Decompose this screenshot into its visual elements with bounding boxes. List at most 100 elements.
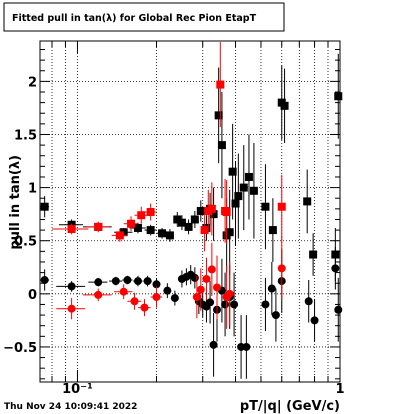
square-marker <box>217 141 226 150</box>
data-point-circle <box>40 269 50 291</box>
data-point-circle <box>196 268 205 311</box>
data-point-square <box>144 224 157 236</box>
circle-marker <box>304 297 313 306</box>
square-marker <box>249 186 258 195</box>
circle-marker <box>170 294 179 303</box>
x-tick-labels: 10⁻¹ 1 <box>62 382 344 397</box>
square-marker <box>196 206 205 215</box>
grid <box>40 41 341 382</box>
x-tick-label: 1 <box>335 382 344 397</box>
data-point-circle <box>225 261 234 326</box>
square-marker <box>40 202 49 211</box>
square-marker <box>67 225 76 234</box>
circle-marker <box>163 286 172 295</box>
circle-marker <box>40 276 49 285</box>
square-marker <box>261 202 270 211</box>
data-point-circle <box>334 277 343 342</box>
circle-marker <box>67 304 76 313</box>
data-point-circle <box>122 275 133 285</box>
data-point-circle <box>209 312 218 377</box>
data-point-square <box>52 223 89 235</box>
square-marker <box>216 80 225 89</box>
square-marker <box>277 202 286 211</box>
square-marker <box>334 92 343 101</box>
circle-marker <box>221 300 230 309</box>
circle-marker <box>206 298 215 307</box>
circle-marker <box>225 289 234 298</box>
circle-marker <box>119 287 128 296</box>
y-tick-label: −0.5 <box>3 341 37 356</box>
y-tick-label: 1 <box>28 182 37 197</box>
data-point-square <box>177 215 186 231</box>
circle-marker <box>271 311 280 320</box>
data-point-square <box>217 91 226 199</box>
square-marker <box>303 197 312 206</box>
circle-marker <box>331 264 340 273</box>
data-point-circle <box>192 275 201 319</box>
data-point-square <box>309 233 318 276</box>
data-point-circle <box>137 299 151 317</box>
square-marker <box>200 226 209 235</box>
circle-marker <box>209 340 218 349</box>
circle-marker <box>190 273 199 282</box>
square-marker <box>268 226 277 235</box>
timestamp: Thu Nov 24 10:09:41 2022 <box>4 402 137 412</box>
square-marker <box>231 199 240 208</box>
square-marker <box>222 208 231 217</box>
circle-marker <box>140 303 149 312</box>
data-point-circle <box>277 236 286 301</box>
square-marker <box>133 223 142 232</box>
square-marker <box>137 211 146 220</box>
data-point-square <box>261 164 270 250</box>
data-point-square <box>280 68 289 143</box>
data-points <box>40 42 343 379</box>
square-marker <box>190 215 199 224</box>
title-box <box>3 2 285 32</box>
data-point-circle <box>56 298 86 320</box>
data-point-square <box>156 227 168 239</box>
square-marker <box>127 219 136 228</box>
x-axis-label: pT/|q| (GeV/c) <box>240 399 340 414</box>
y-tick-label: 0 <box>28 288 37 303</box>
data-point-square <box>249 142 258 239</box>
data-point-circle <box>150 286 163 308</box>
data-point-circle <box>207 242 216 296</box>
data-point-circle <box>127 292 142 310</box>
square-marker <box>177 218 186 227</box>
data-point-square <box>303 169 312 234</box>
square-marker <box>173 215 182 224</box>
square-marker <box>165 231 174 240</box>
data-point-square <box>225 189 234 275</box>
square-marker <box>115 231 124 240</box>
data-point-circle <box>267 261 276 316</box>
circle-marker <box>67 282 76 291</box>
square-marker <box>214 111 223 120</box>
circle-marker <box>123 276 132 285</box>
circle-marker <box>310 316 319 325</box>
plot-area <box>39 40 341 383</box>
data-point-circle <box>133 275 143 287</box>
data-point-square <box>184 219 193 235</box>
circle-marker <box>130 297 139 306</box>
data-point-square <box>239 145 248 231</box>
square-marker <box>244 172 253 181</box>
circle-marker <box>152 280 161 289</box>
data-point-circle <box>304 280 313 323</box>
data-point-square <box>244 134 253 220</box>
data-point-square <box>40 196 50 218</box>
data-point-square <box>216 42 225 128</box>
data-point-square <box>277 174 286 239</box>
data-point-circle <box>310 299 319 342</box>
y-tick-label: 2 <box>28 75 37 90</box>
circle-marker <box>94 278 103 287</box>
data-point-circle <box>88 277 108 287</box>
circle-marker <box>133 277 142 286</box>
circle-marker <box>143 277 152 286</box>
data-point-circle <box>56 281 86 292</box>
data-point-circle <box>109 276 123 286</box>
y-tick-labels: −0.5 0 0.5 1 1.5 2 <box>3 75 37 356</box>
data-point-square <box>111 229 128 242</box>
square-marker <box>146 208 155 217</box>
data-point-square <box>165 229 174 242</box>
